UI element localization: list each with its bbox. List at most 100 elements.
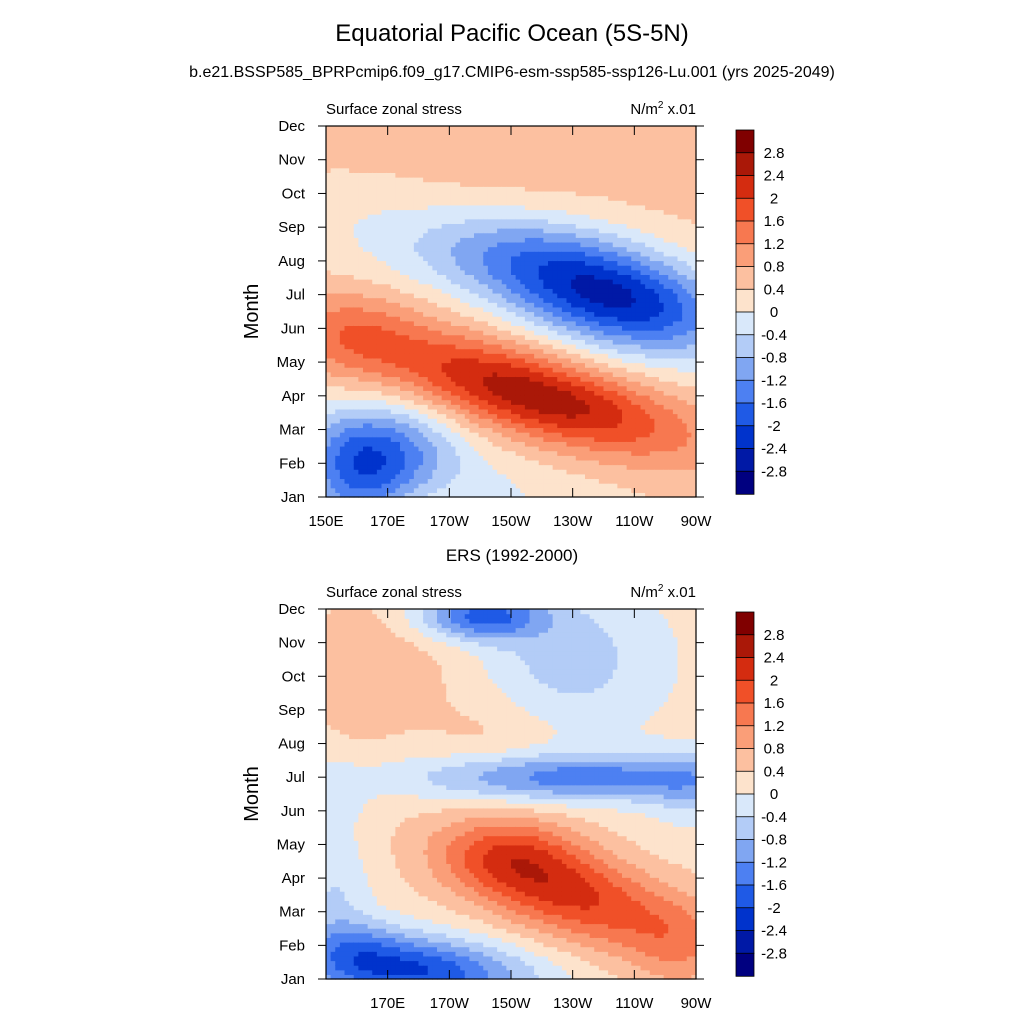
heatmap-cell: [381, 274, 387, 280]
heatmap-cell: [404, 251, 410, 257]
heatmap-cell: [363, 190, 369, 197]
heatmap-cell: [478, 153, 484, 160]
heatmap-cell: [538, 223, 544, 229]
heatmap-cell: [612, 362, 618, 368]
heatmap-cell: [474, 320, 480, 327]
heatmap-cell: [557, 214, 563, 220]
heatmap-cell: [515, 390, 521, 396]
heatmap-cell: [409, 218, 415, 224]
heatmap-cell: [437, 292, 443, 299]
heatmap-cell: [566, 283, 572, 289]
heatmap-cell: [441, 376, 447, 382]
heatmap-cell: [464, 135, 470, 141]
heatmap-cell: [501, 167, 507, 173]
heatmap-cell: [515, 237, 521, 243]
heatmap-cell: [469, 232, 475, 238]
heatmap-cell: [335, 139, 341, 146]
heatmap-cell: [585, 186, 591, 192]
heatmap-cell: [427, 158, 433, 164]
heatmap-cell: [552, 376, 558, 382]
heatmap-cell: [469, 190, 475, 197]
heatmap-cell: [353, 251, 359, 257]
heatmap-cell: [427, 311, 433, 317]
heatmap-cell: [585, 302, 591, 308]
heatmap-cell: [376, 144, 383, 150]
heatmap-cell: [548, 292, 554, 299]
heatmap-cell: [515, 163, 521, 169]
heatmap-cell: [432, 487, 438, 493]
heatmap-cell: [469, 283, 475, 289]
heatmap-cell: [363, 144, 369, 150]
heatmap-cell: [437, 251, 443, 257]
heatmap-cell: [372, 381, 378, 387]
heatmap-cell: [552, 190, 558, 197]
heatmap-cell: [524, 316, 531, 322]
heatmap-cell: [529, 418, 535, 424]
heatmap-cell: [441, 177, 447, 183]
heatmap-cell: [524, 464, 531, 470]
heatmap-cell: [469, 464, 475, 470]
heatmap-cell: [376, 163, 383, 169]
heatmap-cell: [376, 223, 383, 229]
heatmap-cell: [575, 195, 581, 201]
heatmap-cell: [506, 260, 512, 266]
heatmap-cell: [506, 139, 512, 146]
heatmap-cell: [372, 441, 378, 447]
heatmap-cell: [548, 241, 554, 248]
heatmap-cell: [326, 316, 332, 322]
heatmap-cell: [511, 283, 517, 289]
heatmap-cell: [432, 283, 438, 289]
heatmap-cell: [437, 177, 443, 183]
heatmap-cell: [524, 195, 531, 201]
heatmap-cell: [344, 302, 350, 308]
heatmap-cell: [506, 316, 512, 322]
heatmap-cell: [552, 149, 558, 155]
heatmap-cell: [344, 459, 350, 466]
heatmap-cell: [464, 422, 470, 429]
heatmap-cell: [400, 371, 406, 378]
heatmap-cell: [478, 348, 484, 354]
heatmap-cell: [441, 163, 447, 169]
heatmap-cell: [344, 390, 350, 396]
heatmap-cell: [432, 223, 438, 229]
heatmap-cell: [363, 139, 369, 146]
heatmap-cell: [492, 390, 498, 396]
heatmap-cell: [386, 422, 392, 429]
heatmap-cell: [372, 218, 378, 224]
heatmap-cell: [404, 427, 410, 433]
heatmap-cell: [344, 167, 350, 173]
heatmap-cell: [432, 232, 438, 238]
heatmap-cell: [594, 408, 600, 415]
heatmap-cell: [349, 432, 355, 438]
heatmap-cell: [455, 311, 461, 317]
heatmap-cell: [413, 241, 420, 248]
heatmap-cell: [478, 339, 484, 345]
heatmap-cell: [538, 390, 544, 396]
heatmap-cell: [598, 311, 605, 317]
heatmap-cell: [339, 126, 346, 132]
heatmap-cell: [326, 413, 332, 419]
heatmap-cell: [598, 357, 605, 364]
heatmap-cell: [561, 283, 568, 289]
heatmap-cell: [353, 292, 359, 299]
heatmap-cell: [432, 334, 438, 340]
heatmap-cell: [450, 432, 457, 438]
heatmap-cell: [469, 320, 475, 327]
heatmap-cell: [580, 144, 586, 150]
heatmap-cell: [534, 265, 540, 271]
heatmap-cell: [409, 487, 415, 493]
heatmap-cell: [575, 492, 581, 498]
heatmap-cell: [511, 376, 517, 382]
heatmap-cell: [367, 279, 373, 285]
heatmap-cell: [381, 381, 387, 387]
heatmap-cell: [511, 311, 517, 317]
heatmap-cell: [441, 390, 447, 396]
heatmap-cell: [437, 283, 443, 289]
heatmap-cell: [478, 139, 484, 146]
heatmap-cell: [543, 330, 549, 336]
heatmap-cell: [594, 325, 600, 331]
heatmap-cell: [598, 260, 605, 266]
heatmap-cell: [358, 343, 364, 350]
heatmap-cell: [353, 195, 359, 201]
heatmap-cell: [376, 353, 383, 359]
